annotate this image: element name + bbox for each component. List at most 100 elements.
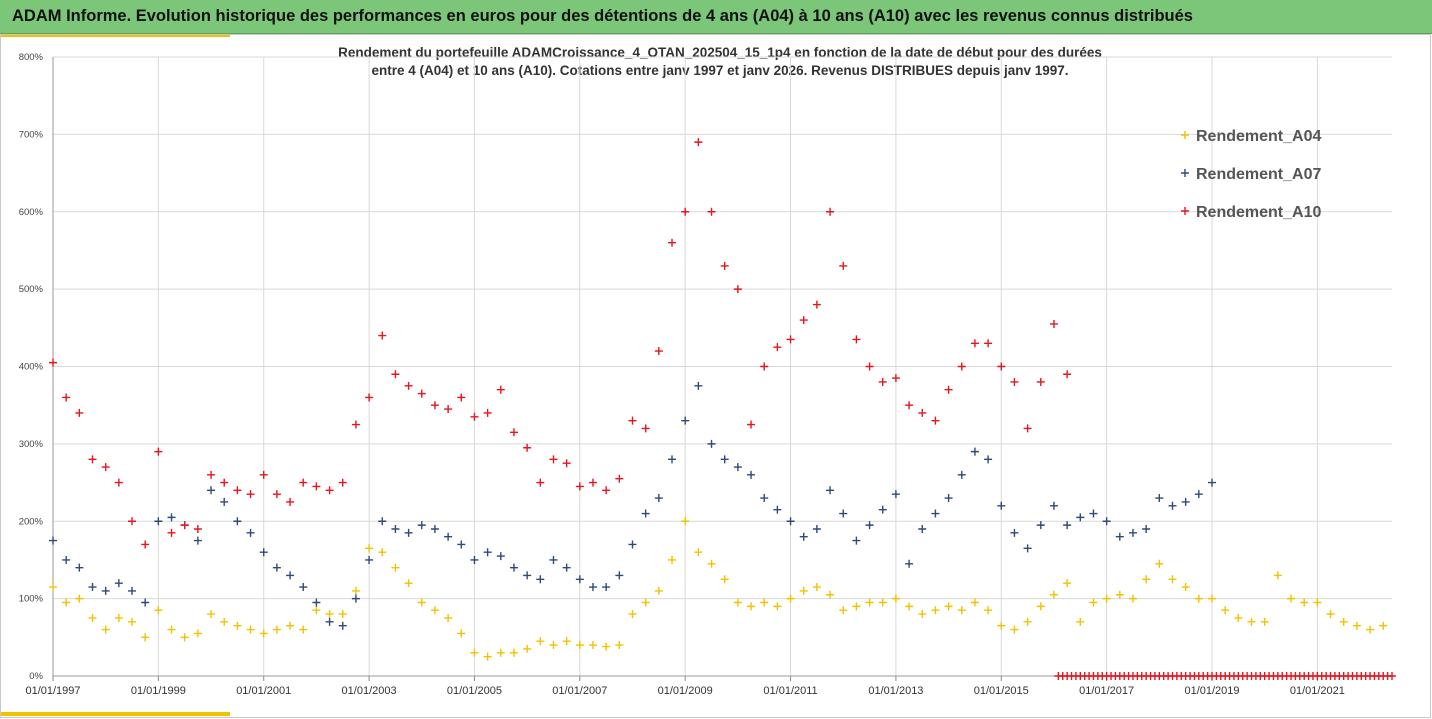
data-point-Rendement_A10 <box>62 393 71 402</box>
data-point-Rendement_A10 <box>220 478 229 487</box>
data-point-Rendement_A10 <box>430 401 439 410</box>
chart-grid <box>52 56 1392 676</box>
data-point-Rendement_A07 <box>668 455 677 464</box>
x-axis-ticks: 01/01/1997 01/01/1999 01/01/2001 01/01/2003… <box>25 685 1344 697</box>
data-point-Rendement_A04 <box>286 621 295 630</box>
data-point-Rendement_A04 <box>773 602 782 611</box>
data-point-Rendement_A07 <box>747 470 756 479</box>
data-point-Rendement_A04 <box>365 544 374 553</box>
legend-label-Rendement_A04: Rendement_A04 <box>1196 128 1321 145</box>
data-point-Rendement_A07 <box>812 524 821 533</box>
title-banner: ADAM Informe. Evolution historique des p… <box>0 0 1432 34</box>
data-point-Rendement_A10 <box>1010 377 1019 386</box>
data-point-Rendement_A10 <box>365 393 374 402</box>
data-point-Rendement_A10 <box>272 490 281 499</box>
data-point-Rendement_A07 <box>286 571 295 580</box>
data-point-Rendement_A07 <box>351 594 360 603</box>
data-point-Rendement_A10 <box>259 470 268 479</box>
data-point-Rendement_A04 <box>812 583 821 592</box>
data-point-Rendement_A10 <box>852 335 861 344</box>
data-point-Rendement_A07 <box>338 621 347 630</box>
data-point-Rendement_A07 <box>641 509 650 518</box>
data-point-Rendement_A07 <box>826 486 835 495</box>
data-point-Rendement_A04 <box>259 629 268 638</box>
data-point-Rendement_A04 <box>1076 617 1085 626</box>
data-point-Rendement_A04 <box>536 637 545 646</box>
data-point-Rendement_A07 <box>220 497 229 506</box>
data-point-Rendement_A04 <box>312 606 321 615</box>
data-point-Rendement_A04 <box>88 613 97 622</box>
data-point-Rendement_A07 <box>1115 532 1124 541</box>
data-point-Rendement_A10 <box>641 424 650 433</box>
data-point-Rendement_A07 <box>1076 513 1085 522</box>
data-point-Rendement_A04 <box>1247 617 1256 626</box>
chart-marks <box>49 138 1396 680</box>
data-point-Rendement_A07 <box>75 563 84 572</box>
data-point-Rendement_A04 <box>1273 571 1282 580</box>
data-point-Rendement_A07 <box>1089 509 1098 518</box>
data-point-Rendement_A04 <box>1352 621 1361 630</box>
data-point-Rendement_A10 <box>707 207 716 216</box>
data-point-Rendement_A07 <box>193 536 202 545</box>
data-point-Rendement_A10 <box>509 428 518 437</box>
data-point-Rendement_A10 <box>457 393 466 402</box>
data-point-Rendement_A04 <box>602 642 611 651</box>
data-point-Rendement_A10 <box>997 362 1006 371</box>
data-point-Rendement_A07 <box>1181 497 1190 506</box>
x-tick-label: 01/01/2005 <box>447 685 502 697</box>
data-point-Rendement_A07 <box>997 501 1006 510</box>
data-point-Rendement_A04 <box>444 613 453 622</box>
data-point-Rendement_A07 <box>378 517 387 526</box>
data-point-Rendement_A04 <box>733 598 742 607</box>
data-point-Rendement_A10 <box>957 362 966 371</box>
data-point-Rendement_A07 <box>299 583 308 592</box>
data-point-Rendement_A07 <box>918 524 927 533</box>
data-point-Rendement_A07 <box>1063 521 1072 530</box>
x-tick-label: 01/01/1997 <box>25 685 80 697</box>
data-point-Rendement_A07 <box>773 505 782 514</box>
y-tick-label: 200% <box>19 516 44 527</box>
data-point-Rendement_A04 <box>786 594 795 603</box>
data-point-Rendement_A10 <box>49 358 57 367</box>
data-point-Rendement_A04 <box>641 598 650 607</box>
data-point-Rendement_A10 <box>114 478 123 487</box>
data-point-Rendement_A07 <box>628 540 637 549</box>
data-point-Rendement_A10 <box>654 347 663 356</box>
data-point-Rendement_A04 <box>1326 610 1335 619</box>
data-point-Rendement_A10 <box>720 261 729 270</box>
data-point-Rendement_A04 <box>1049 590 1058 599</box>
data-point-Rendement_A10 <box>470 412 479 421</box>
data-point-Rendement_A04 <box>970 598 979 607</box>
legend-marker-Rendement_A10 <box>1181 207 1189 215</box>
data-point-Rendement_A04 <box>1379 621 1388 630</box>
data-point-Rendement_A04 <box>944 602 953 611</box>
data-point-Rendement_A07 <box>852 536 861 545</box>
data-point-Rendement_A07 <box>154 517 163 526</box>
data-point-Rendement_A04 <box>1260 617 1269 626</box>
data-point-Rendement_A04 <box>1089 598 1098 607</box>
data-point-Rendement_A04 <box>694 548 703 557</box>
data-point-Rendement_A07 <box>654 494 663 503</box>
data-point-Rendement_A04 <box>931 606 940 615</box>
data-point-Rendement_A10 <box>615 474 624 483</box>
data-point-Rendement_A07 <box>575 575 584 584</box>
data-point-Rendement_A07 <box>246 528 255 537</box>
data-point-Rendement_A10 <box>865 362 874 371</box>
data-point-Rendement_A04 <box>668 555 677 564</box>
data-point-Rendement_A04 <box>523 644 532 653</box>
data-point-Rendement_A04 <box>496 648 505 657</box>
y-tick-label: 700% <box>19 129 44 140</box>
data-point-Rendement_A10 <box>246 490 255 499</box>
data-point-Rendement_A04 <box>417 598 426 607</box>
data-point-Rendement_A04 <box>391 563 400 572</box>
data-point-Rendement_A04 <box>1234 613 1243 622</box>
data-point-Rendement_A04 <box>378 548 387 557</box>
data-point-Rendement_A10 <box>167 528 176 537</box>
data-point-Rendement_A07 <box>391 524 400 533</box>
data-point-Rendement_A04 <box>207 610 216 619</box>
data-point-Rendement_A04 <box>1142 575 1151 584</box>
data-point-Rendement_A10 <box>588 478 597 487</box>
series-Rendement_A10 <box>49 138 1396 680</box>
data-point-Rendement_A10 <box>878 377 887 386</box>
data-point-Rendement_A10 <box>1049 319 1058 328</box>
